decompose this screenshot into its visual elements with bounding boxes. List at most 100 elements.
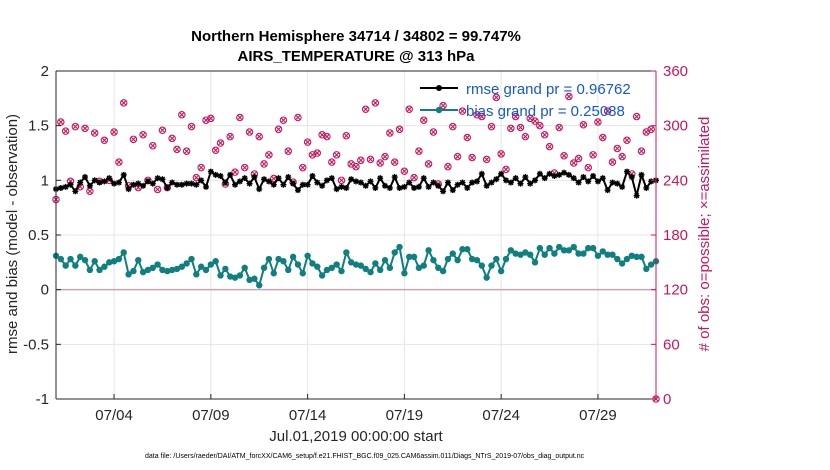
obs-possible-point	[81, 124, 89, 133]
obs-possible-point	[482, 155, 491, 164]
obs-assimilated-point	[343, 133, 349, 139]
rmse-point	[207, 168, 214, 175]
rmse-point	[198, 177, 205, 184]
chart-title-line1: Northern Hemisphere 34714 / 34802 = 99.7…	[191, 28, 521, 45]
obs-possible-point	[192, 173, 201, 182]
rmse-point	[415, 183, 422, 190]
bias-point	[473, 256, 481, 264]
rmse-point	[527, 180, 534, 187]
obs-possible-point	[516, 123, 525, 132]
obs-assimilated-point	[275, 126, 282, 132]
rmse-point	[299, 181, 306, 188]
obs-possible-point	[236, 113, 244, 122]
rmse-point	[507, 179, 514, 186]
legend-label-bias: bias grand pr = 0.25088	[466, 103, 625, 120]
bias-point	[507, 247, 515, 254]
obs-possible-point	[168, 134, 176, 143]
obs-possible-point	[637, 147, 646, 155]
obs-assimilated-point	[246, 129, 253, 135]
bias-point	[468, 255, 476, 263]
obs-possible-point	[139, 131, 147, 139]
obs-possible-point	[187, 122, 196, 131]
obs-assimilated-point	[430, 129, 437, 135]
obs-possible-point	[337, 176, 346, 185]
bias-point	[318, 272, 326, 279]
rmse-point	[575, 179, 582, 186]
rmse-point	[459, 179, 466, 186]
bias-point	[323, 266, 331, 274]
rmse-point	[106, 175, 113, 182]
obs-assimilated-point	[150, 143, 156, 149]
bias-point	[502, 255, 510, 263]
obs-assimilated-point	[493, 94, 499, 101]
rmse-point	[178, 181, 185, 188]
y-left-tick-label: 1	[41, 172, 49, 189]
obs-possible-point	[328, 158, 336, 166]
obs-possible-point	[90, 129, 99, 137]
rmse-point	[203, 183, 209, 190]
axes-frame	[55, 70, 657, 400]
obs-assimilated-point	[135, 185, 141, 191]
rmse-point	[212, 171, 219, 178]
rmse-point	[420, 175, 427, 182]
obs-assimilated-point	[585, 164, 591, 171]
rmse-point	[648, 178, 655, 185]
obs-assimilated-point	[440, 103, 446, 109]
legend-marker-bias	[435, 106, 443, 114]
rmse-point	[86, 182, 93, 189]
bias-point	[357, 262, 365, 269]
y-right-tick-label: 300	[663, 118, 688, 135]
obs-possible-point	[540, 131, 549, 139]
obs-assimilated-point	[648, 126, 654, 132]
rmse-point	[261, 176, 268, 183]
rmse-point	[111, 180, 118, 187]
bias-point	[643, 265, 650, 273]
obs-assimilated-point	[464, 134, 470, 141]
obs-assimilated-point	[116, 159, 122, 165]
y-left-tick-label: 0	[41, 282, 49, 299]
bias-point	[110, 258, 118, 265]
rmse-point	[222, 179, 229, 186]
rmse-point	[541, 175, 548, 182]
x-tick-label: 07/14	[289, 407, 327, 424]
obs-assimilated-point	[387, 130, 393, 136]
obs-assimilated-point	[353, 164, 359, 170]
obs-assimilated-point	[179, 112, 185, 118]
bias-point	[444, 255, 452, 263]
rmse-point	[169, 179, 176, 186]
obs-possible-point	[226, 132, 234, 141]
obs-possible-point	[110, 128, 118, 136]
obs-possible-point	[342, 131, 351, 140]
rmse-point	[430, 179, 437, 186]
obs-assimilated-point	[546, 144, 553, 150]
bias-point	[459, 246, 466, 253]
obs-possible-point	[332, 151, 341, 159]
bias-point	[314, 263, 321, 270]
bias-point	[115, 255, 123, 263]
bias-point	[343, 249, 350, 256]
rmse-point	[609, 179, 616, 186]
obs-assimilated-point	[609, 159, 616, 165]
obs-assimilated-point	[600, 134, 606, 141]
obs-assimilated-point	[638, 148, 645, 154]
obs-assimilated-point	[266, 152, 272, 158]
rmse-point	[280, 181, 287, 188]
obs-assimilated-point	[338, 177, 345, 183]
obs-assimilated-point	[101, 137, 107, 143]
obs-assimilated-point	[571, 160, 577, 166]
obs-assimilated-point	[261, 161, 267, 167]
obs-assimilated-point	[334, 152, 340, 158]
rmse-point	[488, 179, 495, 186]
bias-point	[556, 243, 563, 251]
obs-assimilated-point	[522, 134, 528, 140]
grid	[56, 70, 656, 400]
obs-assimilated-point	[92, 130, 98, 136]
rmse-point	[435, 182, 442, 189]
obs-assimilated-point	[634, 113, 640, 120]
legend-marker-rmse	[436, 85, 442, 91]
bias-point	[406, 253, 413, 261]
bias-point	[638, 253, 645, 261]
bias-point	[430, 256, 437, 264]
obs-possible-point	[521, 132, 530, 141]
